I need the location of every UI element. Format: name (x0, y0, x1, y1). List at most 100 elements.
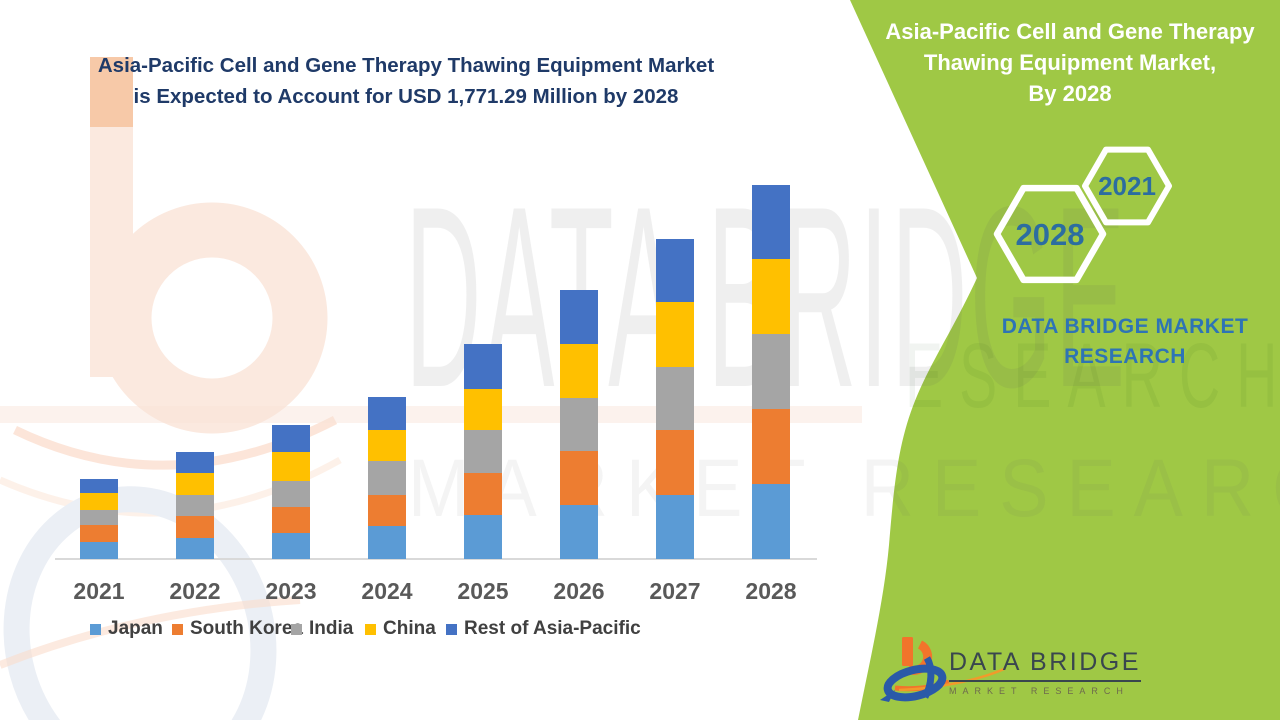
bar-2026 (560, 290, 598, 559)
side-panel-title: Asia-Pacific Cell and Gene Therapy Thawi… (885, 16, 1255, 109)
x-axis-label-2022: 2022 (169, 578, 221, 604)
x-axis-label-2024: 2024 (361, 578, 413, 604)
x-axis-label-2026: 2026 (553, 578, 605, 604)
bar-segment-china (368, 430, 406, 461)
bar-segment-japan (752, 484, 790, 559)
bar-segment-china (656, 301, 694, 367)
bar-segment-south-korea (560, 451, 598, 505)
bar-segment-india (752, 334, 790, 409)
legend-label: China (383, 618, 436, 639)
hexagon-2021-label: 2021 (1098, 171, 1156, 201)
bar-segment-china (752, 259, 790, 334)
bar-segment-rest-of-asia-pacific (176, 451, 214, 473)
logo-b-stem (902, 637, 913, 666)
brand-line1: DATA BRIDGE MARKET (1001, 315, 1249, 338)
bar-segment-china (464, 389, 502, 431)
bar-segment-rest-of-asia-pacific (80, 479, 118, 494)
bar-segment-india (80, 510, 118, 526)
bar-segment-south-korea (464, 473, 502, 516)
bar-segment-south-korea (272, 506, 310, 533)
green-panel-shape (850, 0, 1280, 720)
bar-segment-rest-of-asia-pacific (560, 290, 598, 344)
bar-2023 (272, 425, 310, 559)
x-axis-label-2021: 2021 (73, 578, 125, 604)
legend-item-china: China (365, 618, 436, 640)
bar-2021 (80, 479, 118, 559)
legend-swatch-icon (90, 623, 101, 635)
bar-segment-japan (80, 541, 118, 559)
watermark-arc-3 (0, 596, 301, 669)
legend-item-india: India (291, 618, 353, 640)
bar-segment-rest-of-asia-pacific (464, 344, 502, 390)
bar-segment-japan (272, 532, 310, 559)
bar-segment-japan (464, 515, 502, 559)
data-bridge-logo-icon (880, 637, 1005, 702)
side-panel-title-line2: Thawing Equipment Market, (923, 50, 1217, 75)
legend-swatch-icon (172, 623, 183, 635)
side-panel-title-line3: By 2028 (1028, 81, 1112, 106)
bar-segment-japan (368, 525, 406, 559)
bar-2022 (176, 451, 214, 559)
logo-swoosh-thin (898, 667, 1005, 692)
x-axis-line (55, 558, 817, 560)
x-axis-label-2027: 2027 (649, 578, 701, 604)
bar-segment-japan (176, 538, 214, 559)
legend-swatch-icon (365, 623, 376, 635)
bar-segment-japan (656, 494, 694, 559)
bar-segment-china (272, 452, 310, 481)
bar-segment-india (272, 480, 310, 507)
bar-2024 (368, 397, 406, 559)
bar-segment-south-korea (176, 516, 214, 539)
logo-tagline: MARKET RESEARCH (949, 686, 1129, 696)
bar-segment-rest-of-asia-pacific (656, 239, 694, 302)
bar-segment-rest-of-asia-pacific (272, 425, 310, 453)
watermark-b-stem-top (90, 57, 133, 127)
x-axis-label-2025: 2025 (457, 578, 509, 604)
x-axis-label-2023: 2023 (265, 578, 317, 604)
hexagon-2021 (1082, 146, 1172, 226)
bar-segment-south-korea (368, 494, 406, 526)
brand-line2: RESEARCH (1064, 345, 1186, 368)
chart-title-line1: Asia-Pacific Cell and Gene Therapy Thawi… (97, 54, 715, 77)
bar-segment-india (656, 366, 694, 431)
legend-label: India (309, 618, 354, 639)
bar-segment-rest-of-asia-pacific (368, 397, 406, 431)
bar-2025 (464, 344, 502, 559)
legend-item-japan: Japan (90, 618, 163, 640)
legend-label: South Korea (190, 618, 303, 639)
legend-label: Japan (108, 618, 163, 639)
bar-segment-india (560, 398, 598, 452)
bar-segment-rest-of-asia-pacific (752, 184, 790, 259)
hexagon-2028-label: 2028 (1016, 217, 1085, 252)
legend-swatch-icon (446, 623, 457, 635)
watermark-band (0, 406, 862, 423)
bar-segment-japan (560, 504, 598, 559)
logo-name: DATA BRIDGE (949, 648, 1141, 682)
legend-item-south-korea: South Korea (172, 618, 303, 640)
bar-segment-india (176, 495, 214, 517)
bar-segment-south-korea (656, 430, 694, 495)
chart-title-line2: is Expected to Account for USD 1,771.29 … (133, 85, 679, 108)
brand-wordmark: DATA BRIDGE MARKET RESEARCH (965, 312, 1280, 372)
bar-segment-china (80, 493, 118, 511)
chart-title: Asia-Pacific Cell and Gene Therapy Thawi… (22, 50, 790, 112)
logo-d-ring (883, 664, 947, 702)
bar-segment-south-korea (752, 409, 790, 484)
logo-d-stem (921, 656, 935, 699)
data-bridge-logo-text: DATA BRIDGE MARKET RESEARCH (949, 648, 1141, 696)
bar-segment-india (368, 460, 406, 495)
x-axis-label-2028: 2028 (745, 578, 797, 604)
legend-swatch-icon (291, 623, 302, 635)
watermark-b-bowl (96, 202, 328, 434)
bar-segment-india (464, 430, 502, 474)
legend-label: Rest of Asia-Pacific (464, 618, 641, 639)
bar-2028 (752, 184, 790, 559)
bar-segment-south-korea (80, 525, 118, 542)
legend-item-rest-of-asia-pacific: Rest of Asia-Pacific (446, 618, 641, 640)
bar-segment-china (176, 472, 214, 496)
bar-segment-china (560, 343, 598, 399)
hexagon-2028 (993, 184, 1107, 284)
